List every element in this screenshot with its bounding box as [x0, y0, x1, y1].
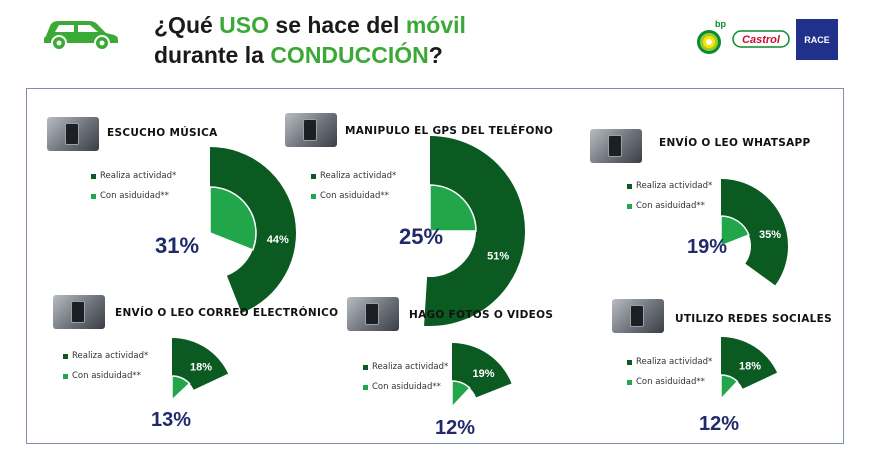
car-icon	[44, 21, 118, 49]
legend-con-asiduidad: Con asiduidad**	[627, 201, 705, 211]
legend-swatch	[627, 359, 632, 365]
legend-realiza-actividad: Realiza actividad*	[91, 171, 176, 181]
item-title: MANIPULO EL GPS DEL TELÉFONO	[345, 125, 554, 137]
realiza-actividad-value-label: 35%	[759, 229, 781, 241]
title-word: ?	[428, 42, 443, 68]
legend-realiza-actividad: Realiza actividad*	[627, 181, 712, 191]
bp-logo-text: bp	[715, 19, 726, 29]
con-asiduidad-arc	[720, 374, 739, 401]
sponsor-logos: bp Castrol RACE	[694, 18, 844, 62]
con-asiduidad-arc	[209, 186, 257, 251]
realiza-actividad-value-label: 51%	[487, 250, 509, 262]
realiza-actividad-arc	[424, 136, 525, 326]
legend-label: Realiza actividad*	[100, 171, 177, 181]
page-title: ¿Qué USO se hace del móvil durante la CO…	[154, 10, 466, 70]
realiza-actividad-arc	[721, 179, 788, 286]
bp-logo: bp	[697, 19, 726, 54]
castrol-logo: Castrol	[732, 30, 790, 48]
title-word: se hace del	[269, 12, 406, 38]
item-title: ENVÍO O LEO WHATSAPP	[659, 137, 811, 149]
legend-realiza-actividad: Realiza actividad*	[627, 357, 712, 367]
legend-con-asiduidad: Con asiduidad**	[311, 191, 389, 201]
legend-label: Con asiduidad**	[372, 382, 441, 392]
con-asiduidad-arc	[451, 380, 471, 409]
item-title: ESCUCHO MÚSICA	[107, 127, 218, 139]
legend-swatch	[63, 353, 68, 359]
realiza-actividad-value-label: 18%	[190, 362, 212, 374]
realiza-actividad-arc	[452, 343, 512, 398]
realiza-actividad-value-label: 19%	[473, 368, 495, 380]
con-asiduidad-arc	[429, 184, 477, 232]
legend-label: Realiza actividad*	[636, 181, 713, 191]
legend-realiza-actividad: Realiza actividad*	[363, 362, 448, 372]
legend-swatch	[363, 364, 368, 370]
legend-con-asiduidad: Con asiduidad**	[627, 377, 705, 387]
con-asiduidad-percentage: 12%	[435, 417, 476, 439]
legend-label: Con asiduidad**	[636, 377, 705, 387]
item-title: HAGO FOTOS O VIDEOS	[409, 309, 554, 321]
legend-label: Realiza actividad*	[636, 357, 713, 367]
header: ¿Qué USO se hace del móvil durante la CO…	[0, 0, 877, 84]
legend-con-asiduidad: Con asiduidad**	[363, 382, 441, 392]
legend-realiza-actividad: Realiza actividad*	[63, 351, 148, 361]
race-logo: RACE	[796, 19, 838, 60]
legend-con-asiduidad: Con asiduidad**	[63, 371, 141, 381]
legend-label: Con asiduidad**	[72, 371, 141, 381]
title-word: ¿Qué	[154, 12, 220, 38]
legend-swatch	[627, 203, 632, 209]
legend-swatch	[627, 183, 632, 189]
con-asiduidad-arc	[720, 215, 750, 248]
legend-label: Con asiduidad**	[100, 191, 169, 201]
realiza-actividad-arc	[172, 338, 229, 390]
con-asiduidad-percentage: 12%	[699, 413, 740, 435]
legend-swatch	[627, 379, 632, 385]
email-phone-thumbnail	[53, 295, 105, 329]
legend-label: Con asiduidad**	[320, 191, 389, 201]
title-word: durante la	[154, 42, 271, 68]
con-asiduidad-percentage: 31%	[155, 233, 200, 258]
legend-con-asiduidad: Con asiduidad**	[91, 191, 169, 201]
photo-camera-thumbnail	[347, 297, 399, 331]
realiza-actividad-value-label: 44%	[267, 234, 289, 246]
title-highlight-movil: móvil	[405, 12, 466, 38]
item-title: UTILIZO REDES SOCIALES	[675, 313, 833, 325]
legend-label: Realiza actividad*	[372, 362, 449, 372]
realiza-actividad-value-label: 18%	[739, 361, 761, 373]
results-panel: 44% 51% 35% 18% 19% 18% ESCUCHO MÚSICA Realiza…	[26, 88, 844, 444]
legend-label: Con asiduidad**	[636, 201, 705, 211]
social-media-thumbnail	[612, 299, 664, 333]
legend-swatch	[311, 193, 316, 199]
item-title: ENVÍO O LEO CORREO ELECTRÓNICO	[115, 307, 339, 319]
legend-swatch	[91, 173, 96, 179]
music-player-thumbnail	[47, 117, 99, 151]
legend-swatch	[363, 384, 368, 390]
legend-swatch	[91, 193, 96, 199]
legend-label: Realiza actividad*	[320, 171, 397, 181]
legend-swatch	[63, 373, 68, 379]
con-asiduidad-percentage: 19%	[687, 236, 728, 258]
con-asiduidad-percentage: 13%	[151, 409, 192, 431]
chart-layer: 44% 51% 35% 18% 19% 18%	[171, 136, 788, 409]
title-highlight-conduccion: CONDUCCIÓN	[270, 42, 429, 68]
whatsapp-phone-thumbnail	[590, 129, 642, 163]
title-highlight-uso: USO	[219, 12, 270, 38]
realiza-actividad-arc	[721, 337, 778, 389]
legend-realiza-actividad: Realiza actividad*	[311, 171, 396, 181]
realiza-actividad-arc	[210, 147, 297, 313]
con-asiduidad-arc	[171, 375, 191, 402]
legend-swatch	[311, 173, 316, 179]
con-asiduidad-percentage: 25%	[399, 224, 444, 249]
legend-label: Realiza actividad*	[72, 351, 149, 361]
castrol-logo-text: Castrol	[742, 34, 781, 46]
gps-phone-thumbnail	[285, 113, 337, 147]
